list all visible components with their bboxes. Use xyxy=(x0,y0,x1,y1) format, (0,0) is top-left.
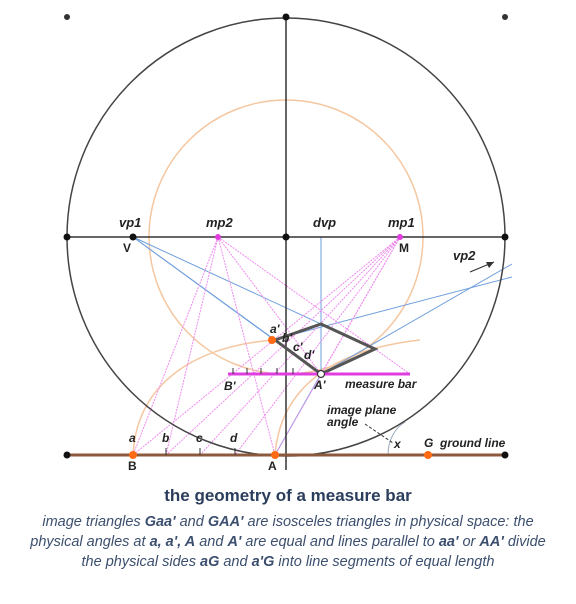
top-dot xyxy=(282,13,290,21)
dvp-point xyxy=(282,233,290,241)
a-prime-label: a' xyxy=(270,322,281,336)
caption-term-A-prime: A' xyxy=(227,534,242,550)
a-label: a xyxy=(129,431,136,445)
c-label: c xyxy=(196,431,203,445)
G-point xyxy=(424,451,432,459)
ground-line-label: ground line xyxy=(439,436,506,450)
caption-term-aG: aG xyxy=(200,554,220,570)
d-prime-label: d' xyxy=(304,348,315,362)
G-label: G xyxy=(424,436,433,450)
ground-dot-left xyxy=(63,451,71,459)
B-point xyxy=(129,451,137,459)
caption-text-6: or xyxy=(458,534,480,550)
measure-bar-diagram: vp1 V mp2 dvp mp1 M vp2 a' b' c' d' B' A… xyxy=(63,13,513,473)
c-prime-label: c' xyxy=(293,340,304,354)
caption-term-a-prime-G: a'G xyxy=(251,554,275,570)
mp1-letter: M xyxy=(399,241,409,255)
perspective-square xyxy=(271,322,379,376)
caption-term-AA-prime: AA' xyxy=(479,534,504,550)
vp2-arrowhead xyxy=(486,262,494,268)
horizon-dot-left xyxy=(63,233,71,241)
A-label: A xyxy=(268,459,277,473)
measure-bar-ticks xyxy=(232,368,294,374)
measure-bar-label: measure bar xyxy=(345,377,418,391)
image-plane-label-1: image plane xyxy=(327,403,397,417)
vp2-label: vp2 xyxy=(453,248,476,263)
horizon-dot-right xyxy=(501,233,509,241)
corner-dot-top-right xyxy=(502,14,508,20)
peach-arc-left xyxy=(132,339,276,456)
peach-arc-g xyxy=(387,421,406,456)
caption-term-angles: a, a', A xyxy=(149,534,196,550)
b-prime-label: b' xyxy=(282,331,293,345)
vp1-label: vp1 xyxy=(119,215,141,230)
A-prime-point xyxy=(316,369,326,379)
caption-text-8: and xyxy=(219,554,252,570)
image-plane-label-2: angle xyxy=(327,415,359,429)
mp1-point xyxy=(397,234,403,240)
A-prime-label: A' xyxy=(313,378,327,392)
caption-term-gaa-prime: Gaa' xyxy=(144,514,176,530)
mp2-point xyxy=(215,234,221,240)
vp1-letter: V xyxy=(123,241,131,255)
caption-term-aa-prime: aa' xyxy=(438,534,459,550)
blue-projection-lines xyxy=(132,236,513,456)
ground-ticks xyxy=(165,448,236,455)
B-prime-label: B' xyxy=(224,379,237,393)
A-point xyxy=(271,451,279,459)
b-label: b xyxy=(162,431,169,445)
mp1-label: mp1 xyxy=(388,215,415,230)
caption-text-5: are equal and lines parallel to xyxy=(241,534,439,550)
x-angle-label: x xyxy=(393,437,402,451)
vp1-point xyxy=(129,233,137,241)
corner-dot-top-left xyxy=(64,14,70,20)
d-label: d xyxy=(230,431,238,445)
B-label: B xyxy=(128,459,137,473)
caption-title: the geometry of a measure bar xyxy=(164,486,412,505)
caption-text-3: are isosceles triangles in physical spac… xyxy=(30,514,534,550)
caption-text-4: and xyxy=(195,534,228,550)
ground-dot-right xyxy=(501,451,509,459)
caption-text-2: and xyxy=(175,514,208,530)
caption-text-9: into line segments of equal length xyxy=(274,554,495,570)
caption-body: image triangles Gaa' and GAA' are isosce… xyxy=(30,512,546,572)
angle-pointer xyxy=(364,423,394,444)
caption-text-1: image triangles xyxy=(42,514,145,530)
caption-term-GAA-prime: GAA' xyxy=(207,514,244,530)
peach-arc-right xyxy=(274,339,421,456)
dvp-label: dvp xyxy=(313,215,336,230)
mp2-label: mp2 xyxy=(206,215,234,230)
caption-text-7: divide the physical sides xyxy=(81,534,546,570)
a-prime-point xyxy=(268,336,276,344)
